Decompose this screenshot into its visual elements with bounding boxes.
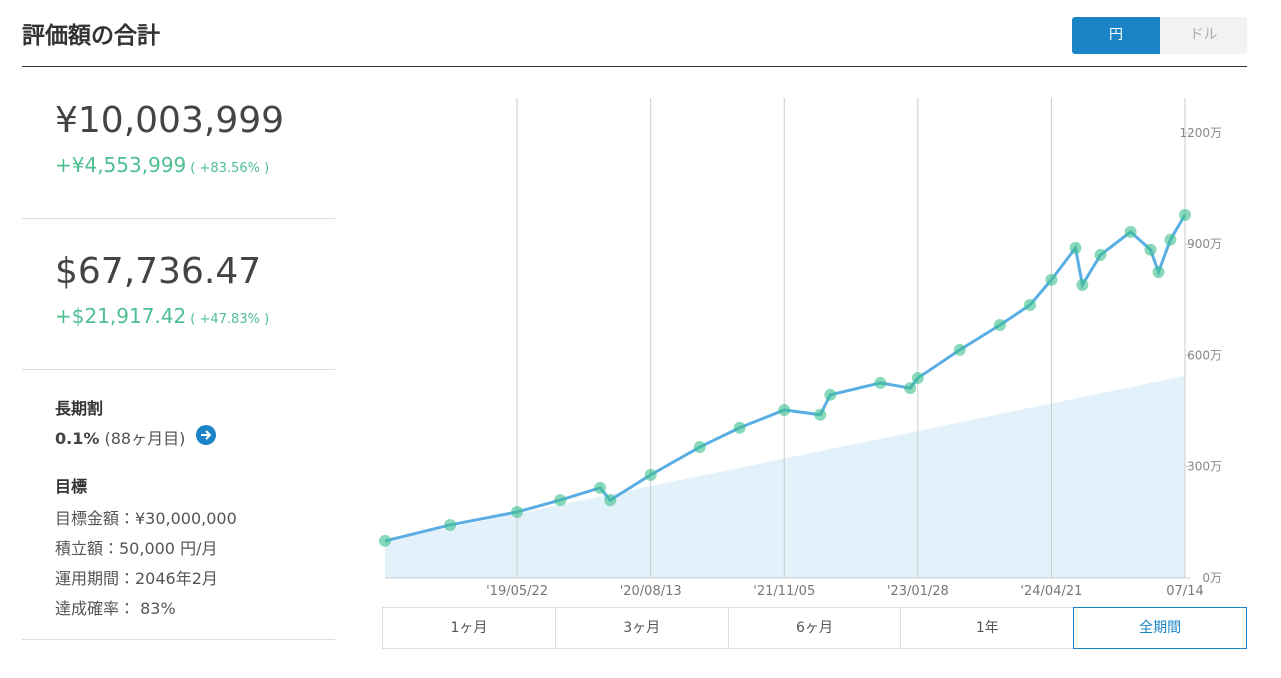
point <box>1076 278 1089 291</box>
y-tick-label: 600万 <box>1187 348 1222 362</box>
x-tick-label: 07/14 <box>1166 584 1203 599</box>
gain-jpy: +¥4,553,999( +83.56% ) <box>55 153 269 177</box>
goal-label: 目標 <box>55 477 88 496</box>
point <box>594 481 607 494</box>
y-tick-label: 1200万 <box>1179 126 1222 140</box>
point <box>1179 208 1191 221</box>
y-tick-label: 0万 <box>1202 571 1222 585</box>
currency-tab[interactable]: 円 <box>1072 17 1160 54</box>
point <box>554 494 567 507</box>
point <box>1069 241 1082 254</box>
point <box>778 403 791 416</box>
area <box>385 375 1185 578</box>
goal-item: 積立額：50,000 円/月 <box>55 539 218 558</box>
period-selector: 1ヶ月 3ヶ月 6ヶ月 1年 全期間 <box>382 607 1247 649</box>
point <box>1152 265 1165 278</box>
currency-tab[interactable]: ドル <box>1160 17 1247 54</box>
point <box>693 441 706 454</box>
divider <box>22 639 335 640</box>
point <box>604 494 617 507</box>
total-jpy: ¥10,003,999 <box>55 100 285 141</box>
point <box>953 343 966 356</box>
x-tick-label: '23/01/28 <box>887 584 949 599</box>
x-tick-label: '24/04/21 <box>1020 584 1082 599</box>
arrow-icon <box>201 430 212 440</box>
gain-pct: ( +47.83% ) <box>190 312 270 327</box>
goal-item: 達成確率： 83% <box>55 599 176 618</box>
page-title: 評価額の合計 <box>22 23 160 49</box>
point <box>874 376 887 389</box>
x-tick-label: '20/08/13 <box>620 584 682 599</box>
point <box>1023 298 1036 311</box>
long-term-label: 長期割 <box>55 399 104 418</box>
point <box>1124 225 1137 238</box>
point <box>1144 243 1157 256</box>
y-tick-label: 300万 <box>1187 460 1222 474</box>
gain: +¥4,553,999 <box>55 153 187 177</box>
point <box>444 518 457 531</box>
divider <box>22 369 335 370</box>
long-term-rate: 0.1% (88ヶ月目) <box>55 425 185 449</box>
gain-usd: +$21,917.42( +47.83% ) <box>55 304 269 328</box>
point <box>1045 273 1058 286</box>
period-button[interactable]: 3ヶ月 <box>554 607 729 649</box>
point <box>993 319 1006 332</box>
divider <box>22 66 1247 67</box>
months: (88ヶ月目) <box>104 429 186 448</box>
point <box>511 505 524 518</box>
gain: +$21,917.42 <box>55 304 187 328</box>
period-button[interactable]: 1年 <box>900 607 1075 649</box>
y-tick-label: 900万 <box>1187 237 1222 251</box>
total-usd: $67,736.47 <box>55 251 262 292</box>
point <box>1094 248 1107 261</box>
gain-pct: ( +83.56% ) <box>190 161 270 176</box>
x-tick-label: '19/05/22 <box>486 584 548 599</box>
rate: 0.1% <box>55 429 100 448</box>
arrow-button[interactable] <box>196 425 216 445</box>
point <box>1164 233 1177 246</box>
point <box>911 372 924 385</box>
point <box>644 468 657 481</box>
period-button[interactable]: 全期間 <box>1073 607 1247 649</box>
goal-item: 運用期間：2046年2月 <box>55 569 218 588</box>
goal-item: 目標金額：¥30,000,000 <box>55 509 237 528</box>
point <box>814 408 827 421</box>
point <box>379 534 391 547</box>
point <box>824 388 837 401</box>
point <box>904 382 917 395</box>
divider <box>22 218 335 219</box>
period-button[interactable]: 6ヶ月 <box>727 607 902 649</box>
point <box>733 421 746 434</box>
period-button[interactable]: 1ヶ月 <box>382 607 556 649</box>
x-tick-label: '21/11/05 <box>753 584 815 599</box>
